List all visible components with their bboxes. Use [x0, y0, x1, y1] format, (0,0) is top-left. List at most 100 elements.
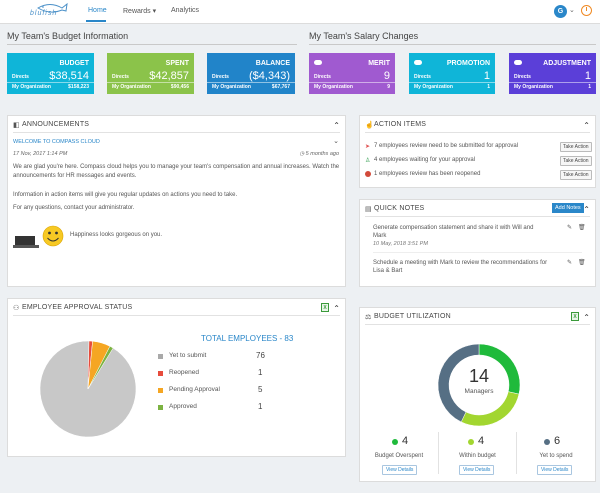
clock-icon: ◷ [299, 151, 306, 157]
smiley-laptop-icon [13, 223, 67, 250]
card-separator [409, 82, 495, 83]
nav-analytics[interactable]: Analytics [171, 7, 200, 14]
approval-slice-approved[interactable] [87, 345, 114, 390]
overspent-count: 4 [402, 435, 409, 447]
delete-icon[interactable]: 🗑 [578, 260, 586, 266]
chevron-down-icon[interactable]: ⌄ [569, 7, 575, 14]
total-employees: TOTAL EMPLOYEES - 83 [201, 334, 294, 343]
spent-card[interactable]: SPENT Directs $42,857 My Organization $9… [107, 53, 194, 94]
card-org-value: 1 [588, 84, 591, 90]
column-divider [438, 432, 439, 474]
utilization-slice-yet-to-spend[interactable] [437, 343, 480, 423]
within-label: Within budget [459, 453, 496, 459]
power-icon[interactable] [581, 5, 592, 16]
announcement-link[interactable]: WELCOME TO COMPASS CLOUD [13, 139, 100, 145]
merit-card[interactable]: MERIT Directs 9 My Organization 9 [309, 53, 395, 94]
legend-label: Approved [169, 403, 197, 410]
view-details-button[interactable]: View Details [382, 465, 418, 475]
take-action-button[interactable]: Take Action [560, 170, 592, 180]
nav-rewards[interactable]: Rewards ▾ [123, 8, 157, 15]
status-dot [468, 439, 474, 445]
card-title: ADJUSTMENT [543, 60, 591, 67]
utilization-slice-within-budget[interactable] [460, 391, 520, 427]
card-separator [509, 82, 596, 83]
card-directs-value: 1 [483, 70, 490, 82]
card-org-label: My Organization [12, 84, 51, 90]
delete-icon[interactable]: 🗑 [578, 225, 586, 231]
collapse-icon[interactable]: ⌃ [583, 205, 590, 214]
card-title: PROMOTION [446, 60, 490, 67]
excel-export-icon[interactable]: X [571, 312, 579, 321]
happiness-message: Happiness looks gorgeous on you. [70, 232, 163, 238]
card-title: MERIT [368, 60, 390, 67]
action-item-text: 4 employees waiting for your approval [374, 157, 476, 163]
announcements-panel: ◧ ANNOUNCEMENTS ⌃ WELCOME TO COMPASS CLO… [7, 115, 346, 287]
cloud-icon [414, 60, 422, 65]
action-items-panel: ☝ ACTION ITEMS ⌃ ➤ 7 employees review ne… [359, 115, 596, 188]
add-notes-button[interactable]: Add Notes [552, 203, 584, 213]
blufish-logo[interactable]: blufish [28, 2, 70, 20]
salary-section-divider [309, 44, 596, 45]
card-org-value: $67,767 [271, 84, 290, 90]
card-directs-label: Directs [314, 74, 331, 80]
logo-text: blufish [30, 10, 58, 17]
take-action-button[interactable]: Take Action [560, 156, 592, 166]
legend-label: Reopened [169, 369, 199, 376]
approval-pie-chart [39, 340, 137, 438]
cloud-icon [514, 60, 522, 65]
legend-value: 1 [258, 402, 263, 411]
legend-swatch [158, 405, 163, 410]
card-title: SPENT [165, 60, 189, 67]
legend-label: Pending Approval [169, 386, 220, 393]
card-org-value: $158,223 [68, 84, 89, 90]
adjustment-card[interactable]: ADJUSTMENT Directs 1 My Organization 1 [509, 53, 596, 94]
notepad-icon: ▤ [365, 206, 372, 213]
panel-divider [365, 324, 590, 325]
legend-value: 76 [256, 351, 265, 360]
edit-icon[interactable]: ✎ [567, 225, 573, 231]
status-dot [544, 439, 550, 445]
legend-swatch [158, 354, 163, 359]
take-action-button[interactable]: Take Action [560, 142, 592, 152]
donut-center-value: 14 [468, 366, 490, 386]
collapse-icon[interactable]: ⌃ [333, 304, 340, 313]
announcement-ago: ◷ 5 months ago [299, 151, 339, 157]
legend-swatch [158, 371, 163, 376]
budget-card[interactable]: BUDGET Directs $38,514 My Organization $… [7, 53, 94, 94]
legend-value: 1 [258, 368, 263, 377]
collapse-icon[interactable]: ⌃ [333, 121, 340, 130]
card-separator [7, 82, 94, 83]
view-details-button[interactable]: View Details [459, 465, 495, 475]
excel-export-icon[interactable]: X [321, 303, 329, 312]
nav-home[interactable]: Home [88, 7, 107, 14]
announcement-date: 17 Nov, 2017 1:14 PM [13, 151, 68, 157]
action-item-text: 7 employees review need to be submitted … [374, 143, 519, 149]
send-icon: ➤ [365, 144, 371, 150]
card-org-label: My Organization [212, 84, 251, 90]
user-icon: ♙ [365, 158, 371, 164]
balance-card[interactable]: BALANCE Directs ($4,343) My Organization… [207, 53, 295, 94]
view-details-button[interactable]: View Details [537, 465, 573, 475]
collapse-icon[interactable]: ⌃ [583, 121, 590, 130]
panel-divider [365, 132, 590, 133]
card-separator [309, 82, 395, 83]
user-avatar[interactable]: G [554, 5, 567, 18]
panel-title: EMPLOYEE APPROVAL STATUS [22, 304, 133, 311]
promotion-card[interactable]: PROMOTION Directs 1 My Organization 1 [409, 53, 495, 94]
nav-active-indicator [86, 20, 106, 22]
legend-value: 5 [258, 385, 263, 394]
quick-notes-panel: ▤ QUICK NOTES Add Notes ⌃ Generate compe… [359, 199, 596, 287]
expand-icon[interactable]: ⌄ [333, 138, 339, 145]
donut-center-label: Managers [464, 388, 494, 395]
column-divider [516, 432, 517, 474]
people-icon: ⚇ [13, 305, 20, 312]
card-directs-label: Directs [112, 74, 129, 80]
announcement-paragraph-3: For any questions, contact your administ… [13, 205, 135, 211]
card-org-value: $90,456 [170, 84, 189, 90]
edit-icon[interactable]: ✎ [567, 260, 573, 266]
card-org-value: 9 [387, 84, 390, 90]
panel-divider [13, 132, 340, 133]
collapse-icon[interactable]: ⌃ [583, 313, 590, 322]
card-separator [207, 82, 295, 83]
within-count: 4 [478, 435, 485, 447]
